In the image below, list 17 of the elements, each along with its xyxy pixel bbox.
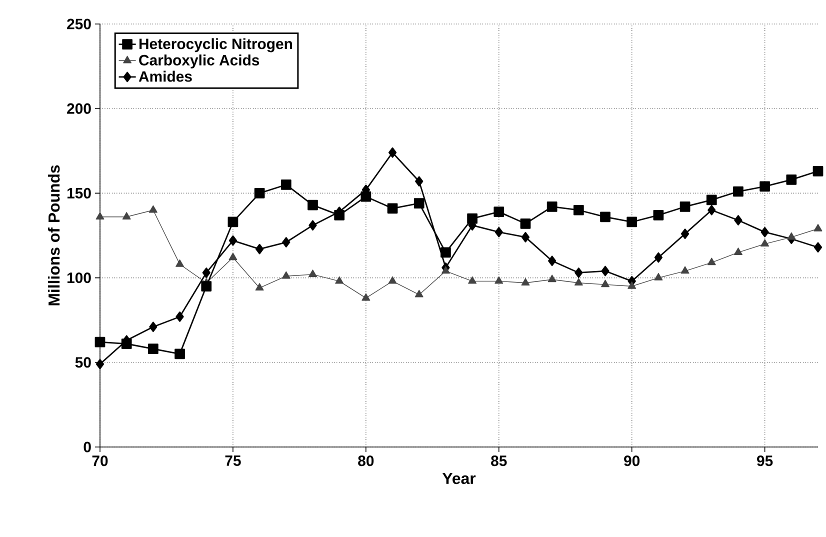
y-tick-label: 200 [67, 103, 91, 114]
x-tick-label: 75 [225, 456, 241, 466]
legend-label: Carboxylic Acids [139, 54, 260, 68]
y-tick-label: 0 [84, 442, 91, 452]
x-tick-label: 80 [358, 456, 374, 466]
y-tick-label: 150 [67, 188, 91, 198]
x-tick-label: 85 [491, 456, 507, 466]
y-tick-label: 100 [67, 272, 91, 284]
y-tick-label: 250 [67, 18, 91, 30]
x-tick-label: 90 [624, 456, 640, 466]
x-tick-label: 70 [92, 456, 108, 466]
x-tick-label: 95 [757, 456, 773, 466]
legend-label: Amides [138, 70, 192, 82]
y-axis-title: Millions of Pounds [48, 165, 60, 306]
legend-label: Heterocyclic Nitrogen [139, 38, 292, 52]
x-axis-title: Year [442, 472, 476, 484]
y-tick-label: 50 [75, 357, 91, 368]
